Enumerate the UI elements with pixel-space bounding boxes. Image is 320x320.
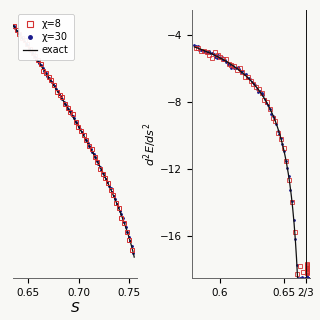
- Legend: χ=8, χ=30, exact: χ=8, χ=30, exact: [18, 14, 74, 60]
- Y-axis label: $d^2E/ds^2$: $d^2E/ds^2$: [141, 122, 159, 166]
- X-axis label: S: S: [71, 301, 79, 315]
